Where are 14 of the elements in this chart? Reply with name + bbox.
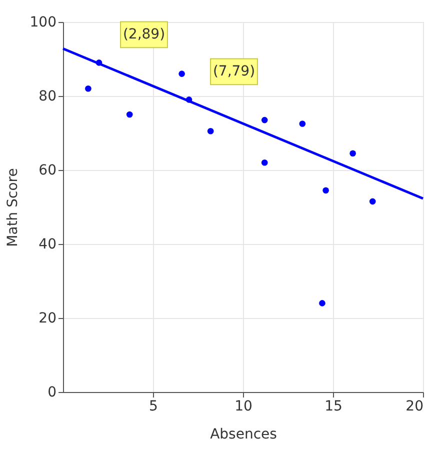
x-tick-label: 5 xyxy=(149,398,158,414)
y-tick-label: 60 xyxy=(38,162,56,178)
y-tick-label: 0 xyxy=(48,384,56,400)
x-tick-label: 10 xyxy=(234,398,252,414)
annotation: (2,89) xyxy=(122,26,166,43)
x-axis-title: Absences xyxy=(210,426,277,442)
y-tick-label: 20 xyxy=(38,310,56,326)
y-axis-title: Math Score xyxy=(4,168,21,247)
y-tick-label: 40 xyxy=(38,236,56,252)
x-tick-label: 20 xyxy=(406,398,424,414)
annotation: (7,79) xyxy=(212,64,256,80)
x-tick-label: 15 xyxy=(324,398,342,414)
y-tick-label: 80 xyxy=(38,88,56,104)
y-tick-label: 100 xyxy=(30,14,56,30)
